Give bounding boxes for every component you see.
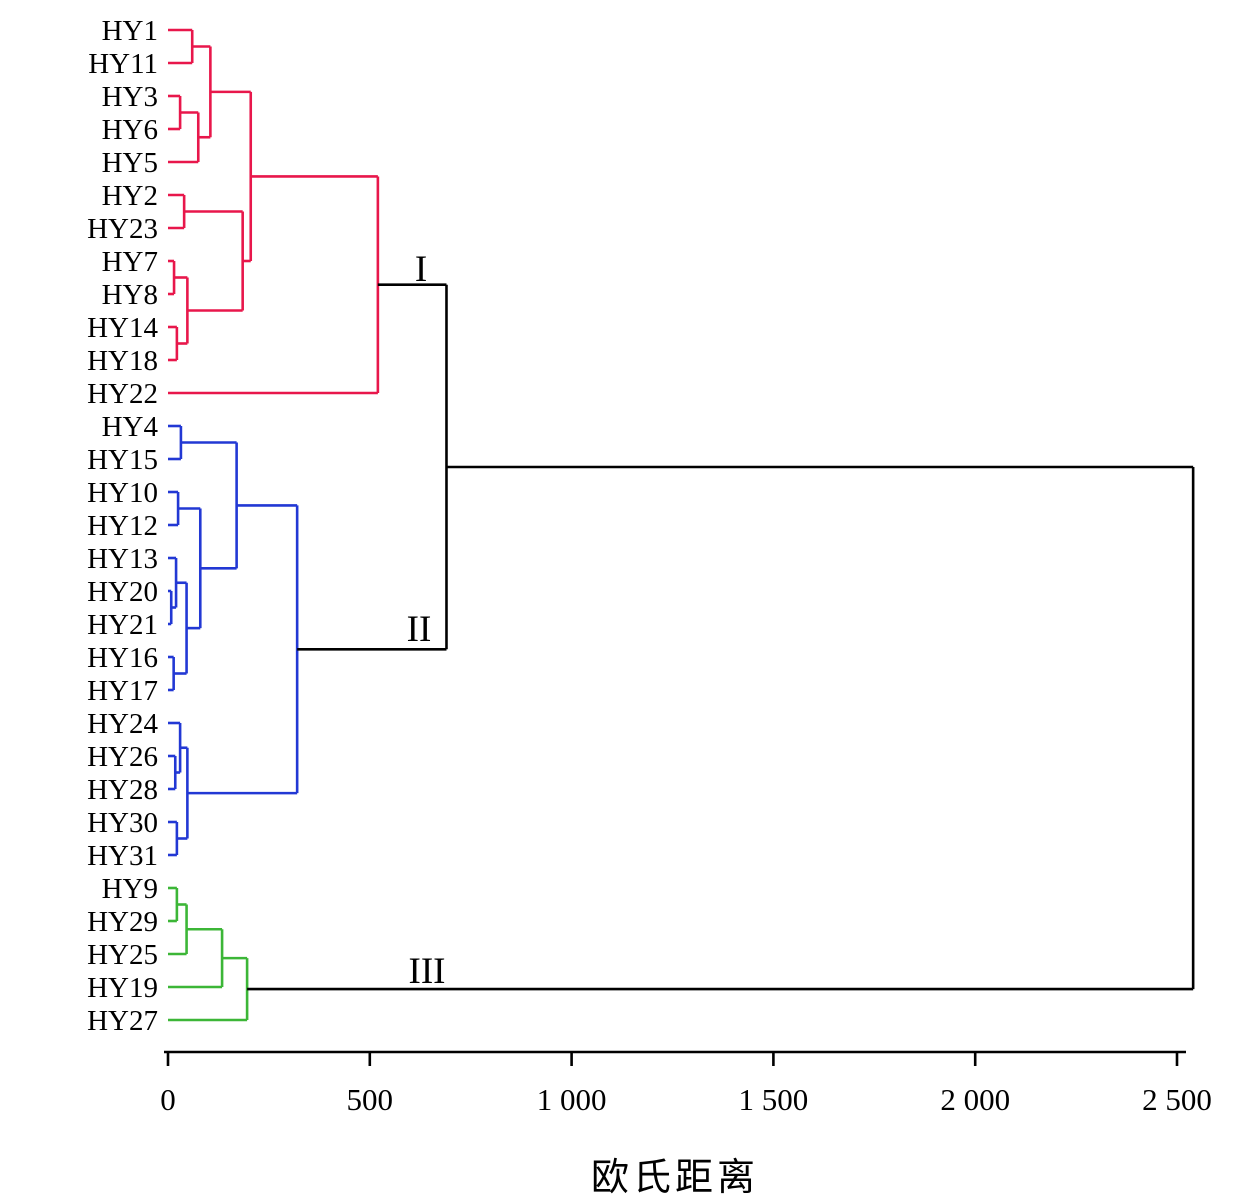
leaf-label: HY2: [102, 180, 158, 212]
leaf-label: HY17: [87, 675, 158, 707]
x-axis-tick-label: 1 500: [739, 1082, 809, 1117]
x-axis-title: 欧氏距离: [590, 1157, 760, 1199]
leaf-label: HY27: [87, 1005, 158, 1037]
leaf-label: HY26: [87, 741, 158, 773]
leaf-label: HY4: [102, 411, 159, 443]
x-axis-tick-label: 1 000: [537, 1082, 607, 1117]
leaf-label: HY14: [87, 312, 158, 344]
leaf-label: HY8: [102, 279, 158, 311]
leaf-label: HY13: [87, 543, 158, 575]
leaf-label: HY1: [102, 15, 158, 47]
leaf-label: HY29: [87, 906, 158, 938]
leaf-label: HY21: [87, 609, 158, 641]
cluster-label-III: III: [409, 951, 446, 992]
leaf-label: HY19: [87, 972, 158, 1004]
leaf-label: HY6: [102, 114, 158, 146]
leaf-label: HY18: [87, 345, 158, 377]
leaf-label: HY10: [87, 477, 158, 509]
x-axis-tick-label: 2 000: [940, 1082, 1010, 1117]
leaf-label: HY11: [88, 48, 158, 80]
leaf-label: HY30: [87, 807, 158, 839]
leaf-label: HY3: [102, 81, 158, 113]
leaf-label: HY15: [87, 444, 158, 476]
leaf-label: HY25: [87, 939, 158, 971]
cluster-label-I: I: [415, 249, 427, 290]
leaf-label: HY5: [102, 147, 158, 179]
leaf-label: HY22: [87, 378, 158, 410]
x-axis-tick-label: 500: [347, 1082, 394, 1117]
leaf-label: HY31: [87, 840, 158, 872]
leaf-label: HY23: [87, 213, 158, 245]
leaf-label: HY16: [87, 642, 158, 674]
leaf-label: HY7: [102, 246, 158, 278]
leaf-label: HY24: [87, 708, 158, 740]
x-axis-tick-label: 0: [160, 1082, 176, 1117]
leaf-label: HY20: [87, 576, 158, 608]
x-axis-tick-label: 2 500: [1142, 1082, 1212, 1117]
leaf-label: HY12: [87, 510, 158, 542]
leaf-label: HY9: [102, 873, 158, 905]
cluster-label-II: II: [407, 609, 432, 650]
leaf-label: HY28: [87, 774, 158, 806]
